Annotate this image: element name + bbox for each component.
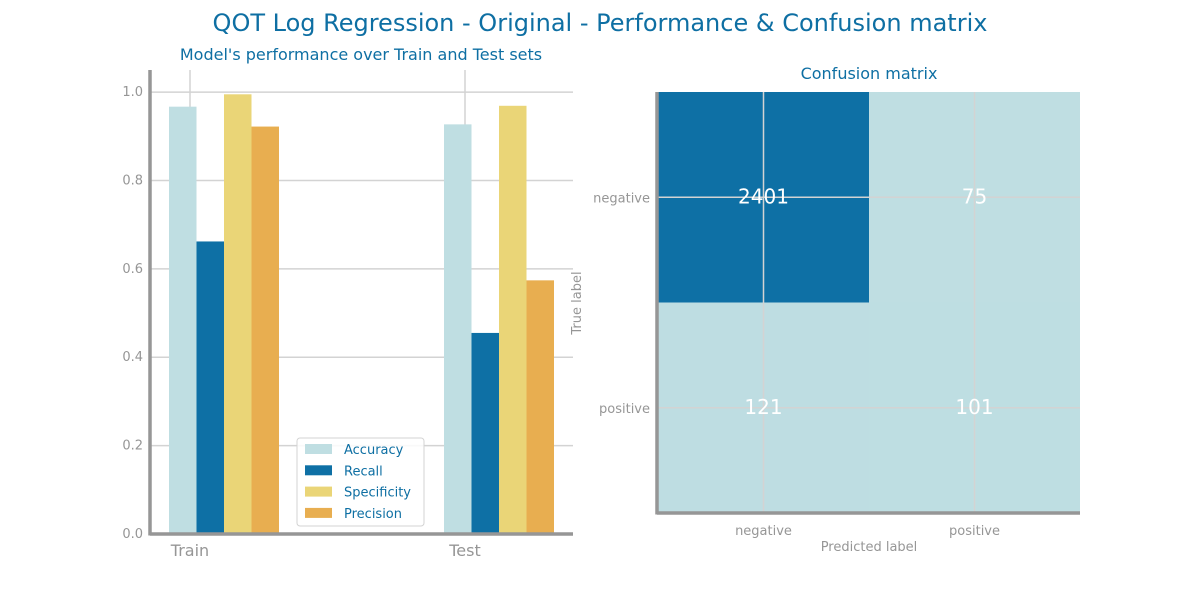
y-tick-label: 0.2 [122,439,143,454]
confusion-matrix-axes [655,92,1080,515]
y-tick-label: 0.0 [122,527,143,542]
confusion-matrix-y-axis-label: True label [570,271,585,335]
confusion-matrix-cells [658,92,1080,513]
legend-swatch-precision [305,507,332,518]
legend-swatch-specificity [305,486,332,497]
confusion-matrix-ticks: negative positive negative positive [593,191,1000,539]
figure-title: QOT Log Regression - Original - Performa… [213,9,988,37]
legend-label-specificity: Specificity [344,486,411,501]
y-tick-label: 0.8 [122,173,143,188]
bar-chart-title: Model's performance over Train and Test … [180,45,542,64]
legend-swatch-recall [305,465,332,476]
legend-box [296,437,425,527]
confusion-matrix-title: Confusion matrix [801,64,938,83]
cm-x-tick-label: positive [949,524,1000,539]
bar-specificity-test [499,105,527,535]
performance-bar-chart: Model's performance over Train and Test … [122,45,573,560]
cm-value-0-1: 75 [962,184,987,208]
bar-precision-test [526,280,554,534]
bar-chart-axes [148,70,573,536]
confusion-matrix-gridlines [658,92,1080,513]
bar-recall-train [196,241,224,534]
cm-value-0-0: 2401 [738,184,789,208]
cm-x-tick-label: negative [735,524,792,539]
bar-specificity-train [224,94,252,535]
legend-label-accuracy: Accuracy [344,443,404,458]
legend-swatch-accuracy [305,444,332,454]
legend-label-recall: Recall [344,464,383,479]
confusion-matrix-chart: Confusion matrix 2401 75 121 101 negative po… [570,64,1080,555]
y-tick-label: 0.6 [122,262,143,277]
bar-chart-legend: Accuracy Recall Specificity Precision [296,437,425,527]
bar-chart-x-ticks: Train Test [170,541,481,560]
cm-value-1-0: 121 [744,395,782,419]
x-tick-label: Test [448,541,481,560]
y-tick-label: 1.0 [122,85,143,100]
bar-recall-test [471,332,499,534]
confusion-matrix-x-axis-label: Predicted label [821,540,918,555]
cm-y-tick-label: negative [593,191,650,206]
legend-label-precision: Precision [344,507,402,522]
confusion-matrix-values: 2401 75 121 101 [738,184,994,419]
bar-chart-y-ticks: 0.0 0.2 0.4 0.6 0.8 1.0 [122,85,143,542]
cm-y-tick-label: positive [599,402,650,417]
bar-chart-bars [169,94,554,535]
bar-accuracy-test [444,124,472,535]
bar-accuracy-train [169,106,197,534]
x-tick-label: Train [170,541,209,560]
cm-value-1-1: 101 [955,395,993,419]
y-tick-label: 0.4 [122,350,143,365]
bar-precision-train [251,126,279,534]
